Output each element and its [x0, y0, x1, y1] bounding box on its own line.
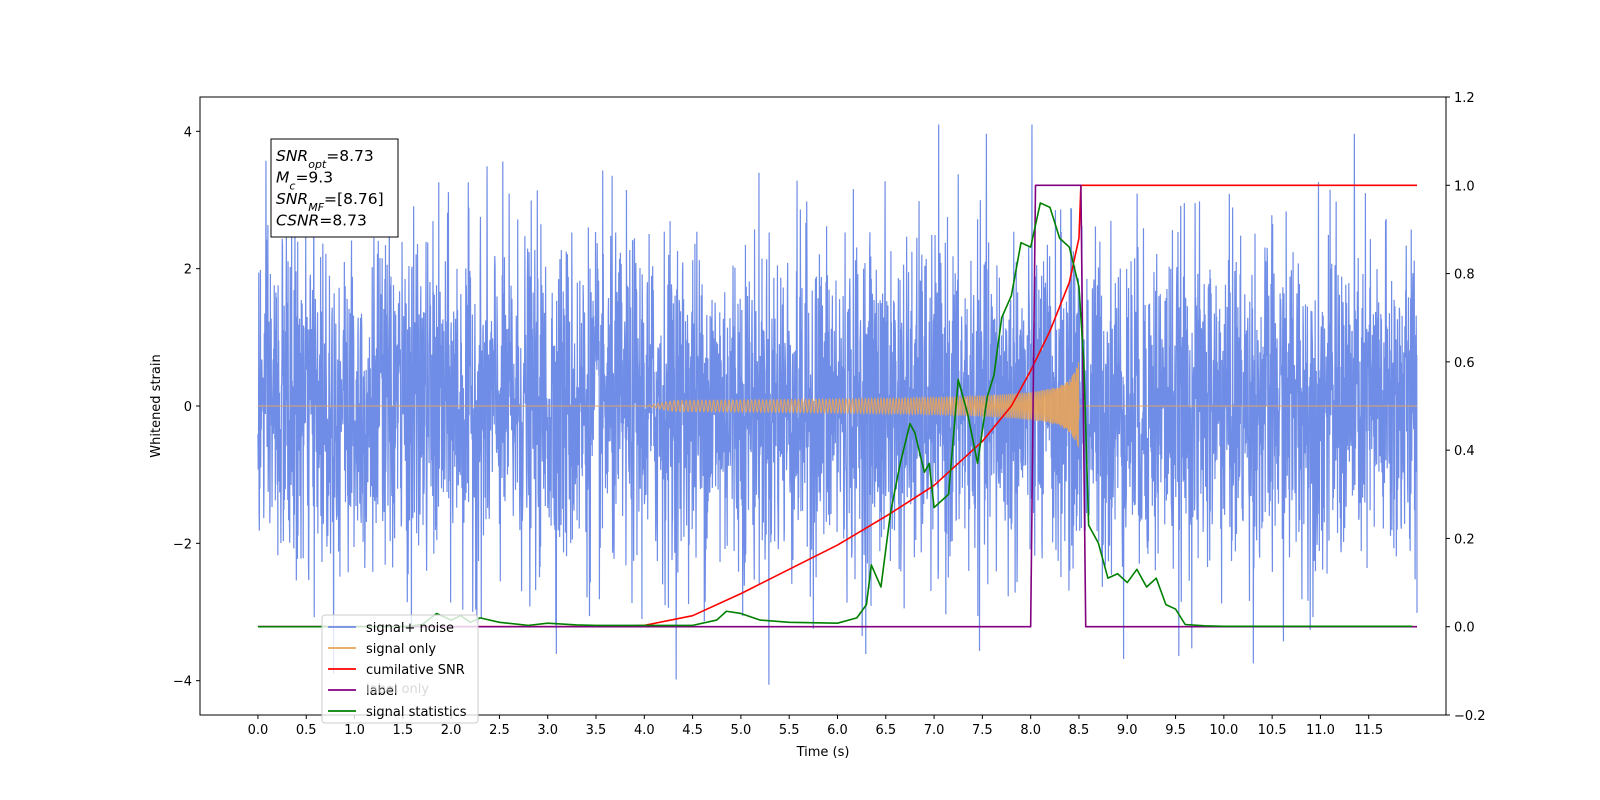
y-axis-label: Whitened strain: [149, 354, 164, 457]
x-tick-label: 9.5: [1165, 723, 1186, 738]
series-signal-statistics: [257, 202, 1413, 628]
y-tick-label: 4: [184, 125, 192, 140]
x-tick-label: 11.5: [1354, 723, 1383, 738]
x-tick-label: 3.5: [586, 723, 607, 738]
x-tick-label: 4.5: [682, 723, 703, 738]
x-tick-label: 0.0: [248, 723, 269, 738]
x-tick-label: 1.5: [392, 723, 413, 738]
legend-label: signal statistics: [366, 705, 467, 720]
series-layer: [257, 124, 1418, 685]
legend-frame: [321, 614, 479, 724]
legend: signal+ noise signal only cumilative SNR la…: [321, 614, 479, 724]
y-tick-label: 0: [184, 400, 192, 415]
x-tick-label: 7.0: [924, 723, 945, 738]
y-tick-label: −4: [173, 675, 192, 690]
y2-tick-label: 0.0: [1454, 621, 1475, 636]
y2-tick-label: 1.2: [1454, 91, 1475, 106]
x-tick-label: 5.0: [731, 723, 752, 738]
legend-label-overlap: label only: [366, 682, 429, 697]
annotation-line: SNRMF=[8.76]: [276, 190, 384, 214]
x-tick-label: 8.5: [1069, 723, 1090, 738]
x-tick-label: 2.5: [489, 723, 510, 738]
y2-tick-label: −0.2: [1454, 709, 1486, 724]
x-tick-label: 3.0: [537, 723, 558, 738]
legend-label: cumilative SNR: [366, 663, 465, 678]
y-tick-label: 2: [184, 263, 192, 278]
legend-label: signal+ noise: [366, 621, 454, 636]
x-tick-label: 10.5: [1258, 723, 1287, 738]
x-tick-label: 6.5: [875, 723, 896, 738]
y2-tick-label: 0.8: [1454, 268, 1475, 283]
annotation-line: CSNR=8.73: [276, 212, 367, 230]
x-tick-label: 0.5: [296, 723, 317, 738]
x-tick-label: 10.0: [1209, 723, 1238, 738]
y2-axis-right: −0.2 0.0 0.2 0.4 0.6 0.8 1.0 1.2: [1446, 91, 1486, 724]
series-label: [257, 184, 1418, 628]
y-tick-label: −2: [173, 537, 192, 552]
x-tick-label: 5.5: [779, 723, 800, 738]
y-axis: −4 −2 0 2 4: [173, 125, 200, 690]
series-signal-noise: [257, 124, 1418, 685]
annotation-line: SNRopt=8.73: [276, 147, 374, 171]
x-tick-label: 6.0: [827, 723, 848, 738]
y2-tick-label: 0.6: [1454, 356, 1475, 371]
y2-tick-label: 0.4: [1454, 444, 1475, 459]
x-tick-label: 2.0: [441, 723, 462, 738]
x-tick-label: 1.0: [344, 723, 365, 738]
y2-tick-label: 1.0: [1454, 179, 1475, 194]
x-tick-label: 7.5: [972, 723, 993, 738]
legend-label: label: [366, 684, 397, 699]
x-axis: 0.0 0.5 1.0 1.5 2.0 2.5 3.0 3.5 4.0 4.5 5.0 5.5 6.0 6…: [248, 715, 1383, 738]
series-cumilative-snr: [257, 184, 1418, 628]
y2-tick-label: 0.2: [1454, 532, 1475, 547]
x-tick-label: 11.0: [1306, 723, 1335, 738]
series-signal-only: [257, 362, 1418, 448]
x-axis-label: Time (s): [796, 745, 850, 760]
annotation-line: Mc=9.3: [276, 169, 333, 193]
x-tick-label: 4.0: [634, 723, 655, 738]
x-tick-label: 9.0: [1117, 723, 1138, 738]
legend-label: signal only: [366, 642, 436, 657]
x-tick-label: 8.0: [1020, 723, 1041, 738]
